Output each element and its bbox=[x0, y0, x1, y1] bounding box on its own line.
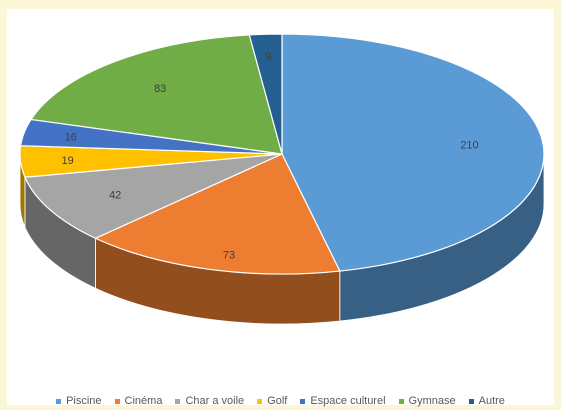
data-label-espace-culturel: 16 bbox=[65, 131, 77, 143]
legend-swatch-autre bbox=[468, 398, 474, 404]
legend-item-espace-culturel[interactable]: Espace culturel bbox=[300, 395, 386, 407]
legend-item-piscine[interactable]: Piscine bbox=[56, 395, 102, 407]
legend-label-espace-culturel: Espace culturel bbox=[310, 395, 386, 407]
chart-area: 210 73 42 19 16 83 9 Piscine Cinéma Char a voile… bbox=[7, 9, 554, 407]
legend-swatch-espace-culturel bbox=[300, 398, 306, 404]
legend-item-char-a-voile[interactable]: Char a voile bbox=[175, 395, 244, 407]
legend-label-autre: Autre bbox=[478, 395, 505, 407]
legend-swatch-piscine bbox=[56, 398, 62, 404]
legend-label-char-a-voile: Char a voile bbox=[185, 395, 245, 407]
pie-slice-gymnase[interactable] bbox=[30, 34, 283, 155]
legend-label-gymnase: Gymnase bbox=[408, 395, 456, 407]
legend-label-piscine: Piscine bbox=[66, 395, 102, 407]
legend-swatch-char-a-voile bbox=[175, 398, 181, 404]
legend-label-golf: Golf bbox=[267, 395, 288, 407]
legend-item-golf[interactable]: Golf bbox=[257, 395, 287, 407]
chart-legend: Piscine Cinéma Char a voile Golf Espace cult… bbox=[7, 395, 554, 407]
legend-item-autre[interactable]: Autre bbox=[468, 395, 505, 407]
data-label-piscine: 210 bbox=[460, 139, 478, 151]
pie-data-labels: 210 73 42 19 16 83 9 bbox=[61, 51, 478, 262]
pie-top-faces bbox=[19, 33, 545, 275]
pie-chart: 210 73 42 19 16 83 9 bbox=[19, 33, 545, 325]
legend-swatch-cinema bbox=[114, 398, 120, 404]
legend-swatch-gymnase bbox=[398, 398, 404, 404]
data-label-char-a-voile: 42 bbox=[109, 189, 121, 201]
pie-slice-char-a-voile[interactable] bbox=[24, 153, 283, 239]
pie-slice-piscine[interactable] bbox=[281, 33, 545, 272]
legend-item-gymnase[interactable]: Gymnase bbox=[398, 395, 456, 407]
data-label-autre: 9 bbox=[266, 51, 272, 63]
data-label-cinema: 73 bbox=[223, 249, 235, 261]
data-label-golf: 19 bbox=[61, 155, 73, 167]
pie-slice-cinema[interactable] bbox=[94, 153, 341, 275]
legend-item-cinema[interactable]: Cinéma bbox=[114, 395, 163, 407]
pie-slice-autre[interactable] bbox=[248, 33, 283, 155]
legend-label-cinema: Cinéma bbox=[124, 395, 163, 407]
legend-swatch-golf bbox=[257, 398, 263, 404]
data-label-gymnase: 83 bbox=[154, 83, 166, 95]
